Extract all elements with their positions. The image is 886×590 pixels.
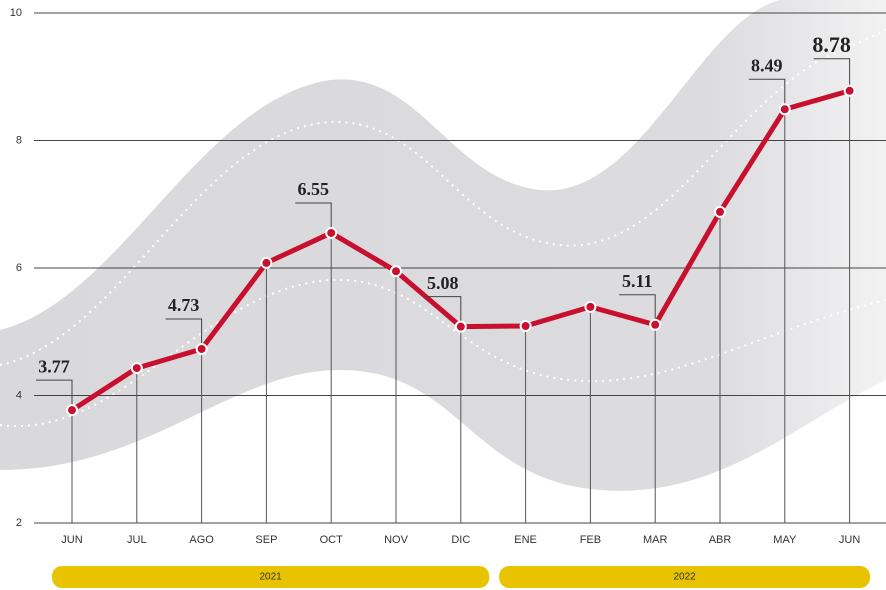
year-label: 2021 <box>259 572 282 583</box>
x-tick-label: MAR <box>643 534 668 546</box>
y-tick-label: 6 <box>16 262 22 274</box>
x-tick-label: SEP <box>255 534 277 546</box>
x-tick-label: DIC <box>451 534 470 546</box>
data-point <box>391 266 401 276</box>
data-point <box>132 363 142 373</box>
data-point <box>650 320 660 330</box>
chart: 2 4 6 8 10 3.77 4.73 6.55 5.08 5.11 8.49 8.78 JUN J… <box>0 0 886 590</box>
data-point <box>521 321 531 331</box>
x-tick-label: MAY <box>773 534 797 546</box>
x-tick-label: ABR <box>709 534 732 546</box>
y-tick-label: 4 <box>16 389 22 401</box>
y-tick-label: 10 <box>10 7 22 19</box>
value-label: 6.55 <box>297 179 329 199</box>
data-point <box>326 228 336 238</box>
x-tick-label: JUN <box>61 534 82 546</box>
data-point <box>456 322 466 332</box>
value-label: 4.73 <box>168 295 200 315</box>
data-point <box>780 104 790 114</box>
data-point <box>67 405 77 415</box>
y-tick-label: 8 <box>16 134 22 146</box>
value-label: 8.49 <box>751 55 783 75</box>
x-tick-label: JUL <box>127 534 147 546</box>
data-point <box>197 344 207 354</box>
x-tick-label: JUN <box>839 534 860 546</box>
x-tick-label: FEB <box>580 534 601 546</box>
value-label: 8.78 <box>812 32 851 57</box>
x-tick-label: AGO <box>189 534 214 546</box>
data-point <box>585 302 595 312</box>
data-point <box>261 258 271 268</box>
x-tick-label: NOV <box>384 534 409 546</box>
data-point <box>715 207 725 217</box>
value-label: 3.77 <box>38 356 70 376</box>
y-tick-label: 2 <box>16 517 22 529</box>
value-label: 5.08 <box>427 273 459 293</box>
value-label: 5.11 <box>622 271 653 291</box>
x-tick-label: OCT <box>320 534 344 546</box>
year-label: 2022 <box>673 572 696 583</box>
data-point <box>845 86 855 96</box>
x-tick-label: ENE <box>514 534 537 546</box>
